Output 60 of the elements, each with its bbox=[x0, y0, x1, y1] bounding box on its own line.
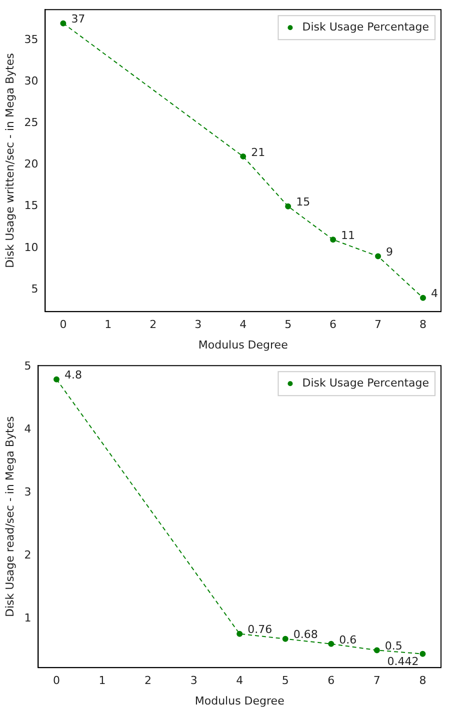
legend-label: Disk Usage Percentage bbox=[302, 376, 430, 390]
y-tick-label: 20 bbox=[24, 158, 38, 171]
x-tick-label: 5 bbox=[282, 674, 289, 688]
x-tick-label: 2 bbox=[144, 674, 152, 688]
point bbox=[330, 236, 336, 243]
x-tick-label: 0 bbox=[60, 318, 67, 332]
point bbox=[282, 636, 288, 642]
point bbox=[240, 153, 246, 160]
x-tick-label: 5 bbox=[284, 318, 292, 332]
data-label: 9 bbox=[386, 246, 394, 259]
x-tick-label: 3 bbox=[190, 674, 198, 688]
x-tick-label: 7 bbox=[374, 318, 382, 332]
y-tick-label: 4 bbox=[24, 422, 32, 436]
y-tick-label: 15 bbox=[24, 199, 38, 212]
y-axis-title: Disk Usage read/sec - in Mega Bytes bbox=[3, 416, 16, 617]
y-tick-label: 30 bbox=[24, 74, 38, 88]
legend-label: Disk Usage Percentage bbox=[302, 20, 430, 34]
y-tick-label: 2 bbox=[24, 548, 32, 562]
y-tick-label: 10 bbox=[24, 240, 38, 254]
data-label: 0.5 bbox=[384, 640, 402, 653]
data-label: 0.76 bbox=[248, 623, 272, 636]
point bbox=[328, 640, 334, 647]
x-axis-title: Modulus Degree bbox=[194, 694, 285, 708]
point bbox=[375, 253, 382, 260]
y-tick-label: 3 bbox=[24, 486, 32, 499]
data-label: 0.68 bbox=[293, 628, 318, 642]
data-label: 37 bbox=[71, 12, 86, 26]
y-tick-label: 5 bbox=[24, 360, 32, 373]
data-label: 11 bbox=[341, 228, 356, 242]
x-axis-title: Modulus Degree bbox=[198, 338, 288, 352]
point bbox=[236, 630, 243, 637]
x-tick-label: 1 bbox=[98, 674, 106, 688]
point bbox=[60, 20, 66, 26]
data-label: 4.8 bbox=[64, 368, 82, 382]
x-tick-label: 2 bbox=[150, 318, 157, 332]
x-tick-label: 8 bbox=[419, 674, 426, 688]
point bbox=[285, 203, 292, 210]
x-tick-label: 1 bbox=[104, 318, 112, 332]
x-tick-label: 3 bbox=[194, 318, 202, 332]
x-tick-label: 0 bbox=[53, 674, 60, 688]
point bbox=[54, 376, 60, 382]
data-label: 15 bbox=[296, 196, 310, 209]
data-label: 4 bbox=[431, 287, 438, 300]
x-tick-label: 6 bbox=[330, 318, 337, 332]
y-tick-label: 1 bbox=[24, 612, 32, 625]
point bbox=[420, 650, 426, 657]
x-tick-label: 4 bbox=[240, 318, 247, 332]
x-tick-label: 4 bbox=[236, 674, 244, 688]
y-tick-label: 25 bbox=[24, 116, 38, 130]
x-tick-label: 7 bbox=[373, 674, 380, 688]
data-label: 0.6 bbox=[339, 633, 357, 646]
x-tick-label: 8 bbox=[420, 318, 427, 332]
x-tick-label: 6 bbox=[328, 674, 335, 688]
point bbox=[420, 294, 426, 301]
y-axis-title: Disk Usage written/sec - in Mega Bytes bbox=[3, 52, 16, 268]
data-label: 21 bbox=[251, 146, 266, 159]
y-tick-label: 5 bbox=[31, 282, 38, 296]
point bbox=[374, 647, 380, 654]
data-label: 0.442 bbox=[387, 655, 419, 668]
y-tick-label: 35 bbox=[24, 32, 38, 46]
